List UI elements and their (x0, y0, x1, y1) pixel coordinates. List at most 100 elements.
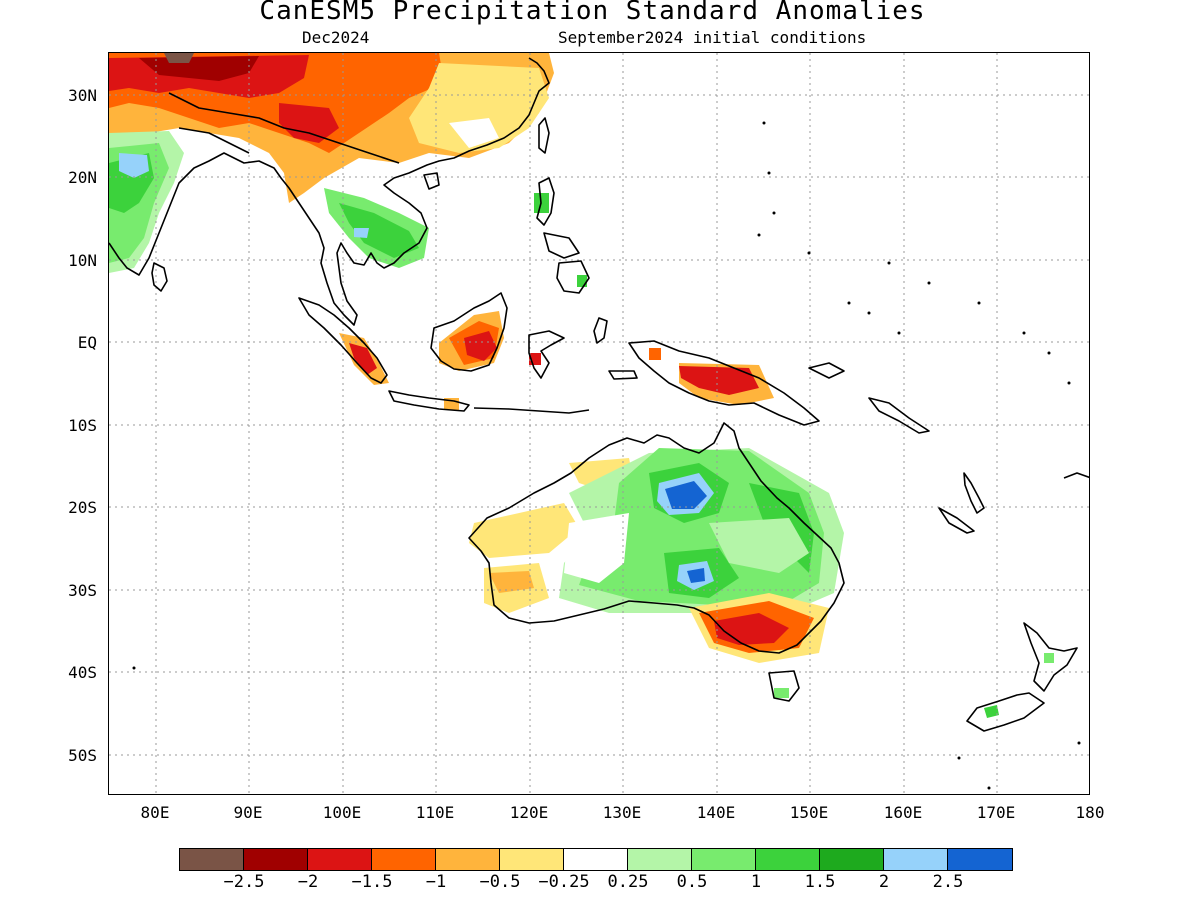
coast-luzon (536, 177, 555, 226)
coast-asia (109, 57, 550, 326)
legend-swatch (244, 849, 308, 870)
coast-visayas (543, 232, 580, 259)
lon-label-140e: 140E (696, 803, 736, 822)
legend-swatch (500, 849, 564, 870)
legend-tick-label: 1 (750, 872, 762, 892)
aus-wet-darkblue-north (665, 481, 707, 509)
legend-tick-label: −1.5 (351, 872, 393, 892)
color-legend (179, 848, 1013, 871)
lat-label-10s: 10S (68, 416, 97, 435)
coast-lesser-sunda (473, 407, 590, 414)
coast-nz-south (966, 692, 1045, 732)
map-grid (109, 53, 1089, 794)
legend-tick-label: 2.5 (932, 872, 964, 892)
legend-swatch (884, 849, 948, 870)
lon-label-100e: 100E (322, 803, 362, 822)
legend-swatch (692, 849, 756, 870)
nz-wet-south (984, 705, 999, 718)
indochina-wet-blue (354, 228, 369, 238)
pacific-islands (132, 121, 1081, 790)
coast-new-britain (808, 362, 845, 379)
lon-label-180: 180 (1075, 803, 1105, 822)
legend-tick-label: −2.5 (223, 872, 265, 892)
coast-nz-north (1023, 622, 1078, 692)
legend-swatch (948, 849, 1012, 870)
sw-china-dry-red (279, 103, 339, 143)
nz-wet-north (1044, 653, 1054, 663)
sumatra-dry-red (349, 343, 377, 375)
lon-label-80e: 80E (140, 803, 170, 822)
lon-label-150e: 150E (789, 803, 829, 822)
indochina-wet-dark (339, 203, 419, 258)
map-title: CanESM5 Precipitation Standard Anomalies (259, 0, 926, 26)
aus-wet-darkblue-center (687, 568, 705, 583)
lat-label-20s: 20S (68, 498, 97, 517)
coast-sumatra (298, 297, 388, 384)
lat-label-eq: EQ (77, 333, 97, 352)
aus-yellow-west (469, 503, 579, 558)
aus-orange-sw (489, 571, 534, 593)
legend-tick-label: −1 (425, 872, 447, 892)
tibet-dry-brown (164, 53, 194, 63)
coastlines (109, 57, 1089, 732)
legend-swatch (372, 849, 436, 870)
lon-label-130e: 130E (602, 803, 642, 822)
legend-tick-label: 0.25 (607, 872, 649, 892)
lat-label-20n: 20N (68, 168, 97, 187)
lon-label-160e: 160E (883, 803, 923, 822)
legend-tick-label: −2 (297, 872, 319, 892)
legend-swatch (308, 849, 372, 870)
coast-fiji (1063, 472, 1089, 479)
coast-sulawesi (528, 330, 565, 379)
lat-label-40s: 40S (68, 663, 97, 682)
coast-australia (468, 422, 845, 654)
lat-label-30n: 30N (68, 86, 97, 105)
mindanao-wet (577, 275, 587, 287)
tasmania-wet (774, 688, 789, 698)
aus-white-center (564, 513, 629, 583)
lon-label-120e: 120E (509, 803, 549, 822)
lon-label-90e: 90E (233, 803, 263, 822)
coast-taiwan (538, 117, 550, 154)
legend-tick-label: 0.5 (676, 872, 708, 892)
coast-tasmania (768, 670, 800, 702)
anomaly-shading (109, 53, 1054, 718)
new-guinea-dry-red (679, 366, 759, 395)
aus-wet-light-east (709, 518, 809, 573)
legend-swatch (180, 849, 244, 870)
initial-conditions-label: September2024 initial conditions (558, 28, 867, 47)
coast-new-guinea (628, 340, 820, 426)
anomaly-map (108, 52, 1090, 795)
lon-label-170e: 170E (976, 803, 1016, 822)
legend-tick-label: 2 (878, 872, 890, 892)
borneo-dry-red (464, 331, 497, 361)
coast-sri-lanka (151, 262, 168, 292)
coast-seram (608, 370, 638, 380)
map-canvas (109, 53, 1089, 794)
legend-tick-label: 1.5 (804, 872, 836, 892)
new-guinea-nw-dry (649, 348, 661, 360)
coast-java (388, 390, 470, 412)
legend-swatch (628, 849, 692, 870)
coast-mindanao (556, 260, 590, 294)
coast-india-border (178, 127, 250, 154)
lat-label-10n: 10N (68, 251, 97, 270)
coast-solomons (868, 397, 930, 434)
legend-tick-label: −0.25 (538, 872, 590, 892)
legend-swatch (436, 849, 500, 870)
lon-label-110e: 110E (415, 803, 455, 822)
legend-swatch (564, 849, 628, 870)
coast-new-caledonia (938, 507, 975, 534)
lat-label-30s: 30S (68, 581, 97, 600)
coast-hainan (423, 172, 440, 190)
coast-halmahera (593, 317, 608, 344)
legend-swatch (820, 849, 884, 870)
india-wet-blue (119, 153, 149, 178)
coast-vanuatu (963, 472, 985, 514)
legend-swatch (756, 849, 820, 870)
forecast-month: Dec2024 (302, 28, 370, 47)
coast-borneo (430, 292, 508, 372)
legend-tick-label: −0.5 (479, 872, 521, 892)
china-white (449, 118, 499, 148)
lat-label-50s: 50S (68, 746, 97, 765)
